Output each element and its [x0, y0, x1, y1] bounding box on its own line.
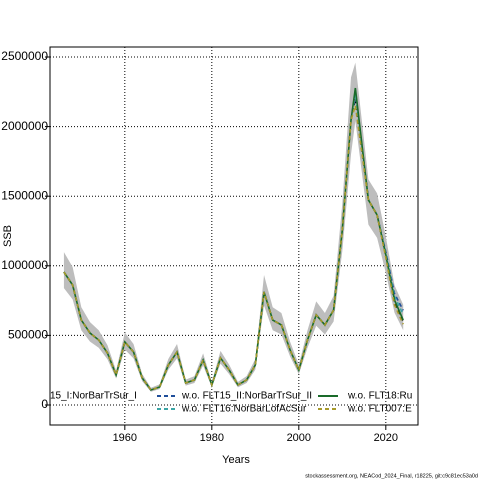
confidence-band [63, 62, 404, 392]
legend-label: w.o. FLT007:E [347, 404, 412, 415]
legend-label: w.o. FLT16:NorBarLofAcSur [181, 404, 307, 415]
y-tick-label: 0 [41, 397, 48, 411]
legend-label: w.o. FLT15_II:NorBarTrSur_II [181, 391, 312, 402]
x-axis-label: Years [222, 454, 250, 466]
series-line [63, 105, 404, 391]
x-tick-label: 2020 [374, 432, 398, 444]
plot-area: 15_I:NorBarTrSur_I w.o. FLT15_II:NorBarTr… [50, 47, 418, 425]
y-tick-label: 2500000 [1, 49, 48, 63]
plot-frame [49, 46, 419, 426]
y-tick-label: 1000000 [1, 258, 48, 272]
y-axis-label: SSB [2, 225, 14, 247]
y-tick-label: 2000000 [1, 119, 48, 133]
legend: 15_I:NorBarTrSur_I w.o. FLT15_II:NorBarTr… [50, 391, 412, 415]
legend-label: w.o. FLT18:Ru [347, 391, 412, 402]
y-tick-label: 1500000 [1, 188, 48, 202]
caption: stockassessment.org, NEACod_2024_Final, … [305, 473, 478, 479]
y-tick-label: 500000 [8, 328, 48, 342]
x-tick-label: 2000 [287, 432, 311, 444]
x-tick-label: 1980 [200, 432, 224, 444]
x-tick-label: 1960 [113, 432, 137, 444]
legend-label: 15_I:NorBarTrSur_I [50, 391, 137, 402]
